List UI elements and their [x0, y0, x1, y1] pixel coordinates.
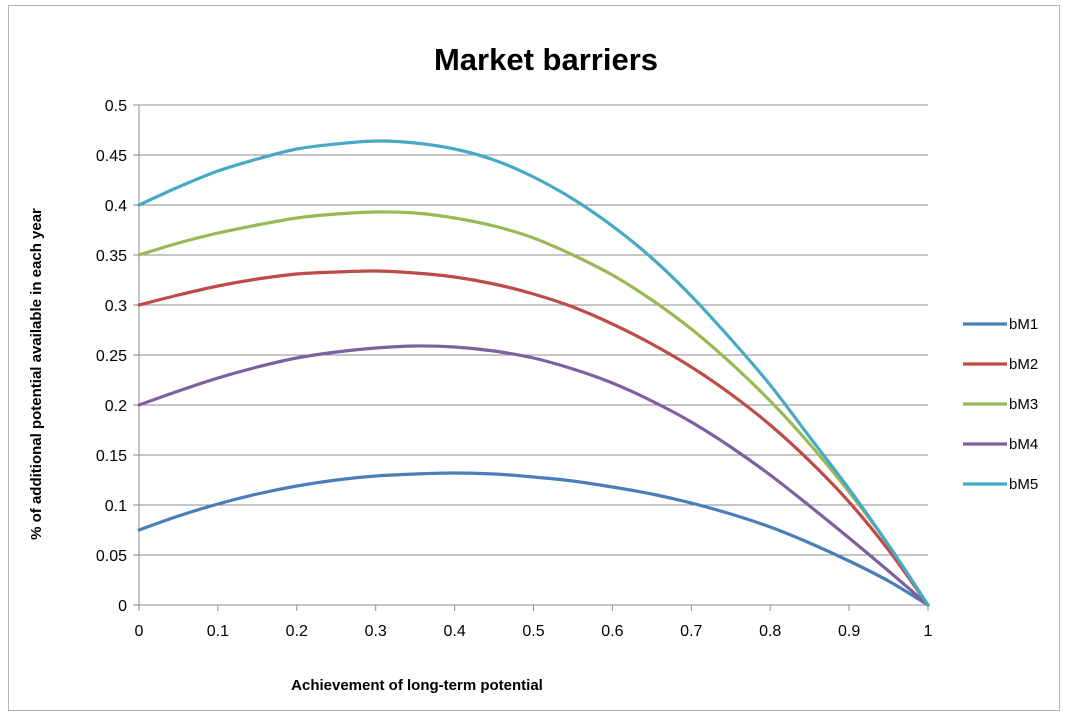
legend-label-bM2: bM2 — [1009, 356, 1038, 373]
y-tick-label: 0.4 — [105, 198, 127, 215]
series-line-bM5 — [137, 139, 930, 607]
legend: bM1 bM2 bM3 bM4 bM5 — [963, 316, 1038, 493]
y-tick-label: 0.5 — [105, 98, 127, 115]
legend-label-bM1: bM1 — [1009, 316, 1038, 333]
y-tick-label: 0.15 — [96, 448, 127, 465]
y-axis-title: % of additional potential available in e… — [28, 208, 45, 540]
x-axis-title: Achievement of long-term potential — [291, 677, 543, 694]
y-tick-label: 0.1 — [105, 498, 127, 515]
x-tick-label: 0.8 — [759, 623, 781, 640]
legend-label-bM4: bM4 — [1009, 436, 1038, 453]
y-tick-label: 0.3 — [105, 298, 127, 315]
x-tick-label: 1 — [924, 623, 933, 640]
legend-label-bM5: bM5 — [1009, 476, 1038, 493]
x-tick-label: 0.4 — [443, 623, 465, 640]
x-tick-label: 0.1 — [207, 623, 229, 640]
series-line-bM2 — [137, 269, 930, 607]
y-tick-label: 0.45 — [96, 148, 127, 165]
series-line-bM3 — [137, 210, 930, 607]
x-tick-label: 0.7 — [680, 623, 702, 640]
chart-canvas: 0 0.05 0.1 0.15 0.2 0.25 0.3 0.35 0.4 0.45 0.5 0 0.1… — [28, 42, 1038, 694]
y-tick-label: 0.35 — [96, 248, 127, 265]
x-tick-label: 0.3 — [365, 623, 387, 640]
series-lines — [137, 139, 930, 607]
legend-label-bM3: bM3 — [1009, 396, 1038, 413]
series-line-bM1 — [137, 471, 930, 607]
y-tick-label: 0.2 — [105, 398, 127, 415]
axes — [133, 104, 929, 611]
series-line-bM4 — [137, 344, 930, 607]
y-tick-label: 0 — [118, 598, 127, 615]
tick-labels: 0 0.05 0.1 0.15 0.2 0.25 0.3 0.35 0.4 0.45 0.5 0 0.1… — [96, 98, 933, 640]
chart-area: 0 0.05 0.1 0.15 0.2 0.25 0.3 0.35 0.4 0.45 0.5 0 0.1… — [8, 5, 1060, 711]
y-tick-label: 0.05 — [96, 548, 127, 565]
x-tick-label: 0.2 — [286, 623, 308, 640]
y-tick-label: 0.25 — [96, 348, 127, 365]
x-tick-label: 0.6 — [601, 623, 623, 640]
x-tick-label: 0.9 — [838, 623, 860, 640]
x-tick-label: 0.5 — [522, 623, 544, 640]
chart-title: Market barriers — [434, 42, 658, 77]
gridlines — [139, 104, 928, 556]
x-tick-label: 0 — [135, 623, 144, 640]
